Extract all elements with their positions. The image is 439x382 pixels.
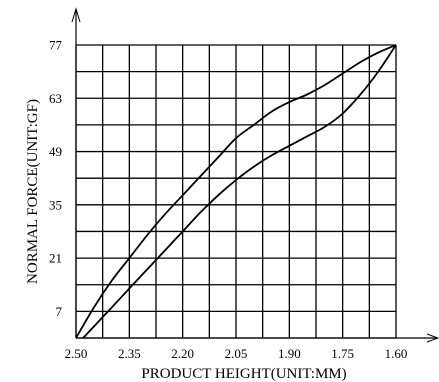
x-tick-label: 2.05: [225, 346, 248, 361]
x-tick-label: 1.90: [278, 346, 301, 361]
y-tick-label: 35: [49, 197, 62, 212]
y-tick-label: 63: [49, 91, 62, 106]
y-tick-label: 49: [49, 144, 62, 159]
y-axis-title: NORMAL FORCE(UNIT:GF): [25, 99, 41, 284]
series-upper-curve: [75, 44, 397, 339]
y-tick-label: 21: [49, 251, 62, 266]
series-group: [75, 44, 397, 339]
x-axis-title: PRODUCT HEIGHT(UNIT:MM): [141, 366, 346, 382]
tick-labels: 2.50 2.35 2.20 2.05 1.90 1.75 1.60 7 21 35 49 63 77: [49, 38, 407, 362]
x-tick-label: 2.50: [65, 346, 88, 361]
series-lower-curve: [82, 44, 397, 339]
y-axis-arrow: [71, 7, 81, 23]
x-tick-label: 1.75: [331, 346, 354, 361]
y-tick-label: 7: [56, 304, 63, 319]
x-tick-label: 1.60: [385, 346, 408, 361]
x-tick-label: 2.35: [118, 346, 141, 361]
y-tick-label: 77: [49, 38, 63, 53]
x-axis-arrow: [426, 333, 439, 343]
x-tick-label: 2.20: [171, 346, 194, 361]
axes: [71, 7, 439, 343]
